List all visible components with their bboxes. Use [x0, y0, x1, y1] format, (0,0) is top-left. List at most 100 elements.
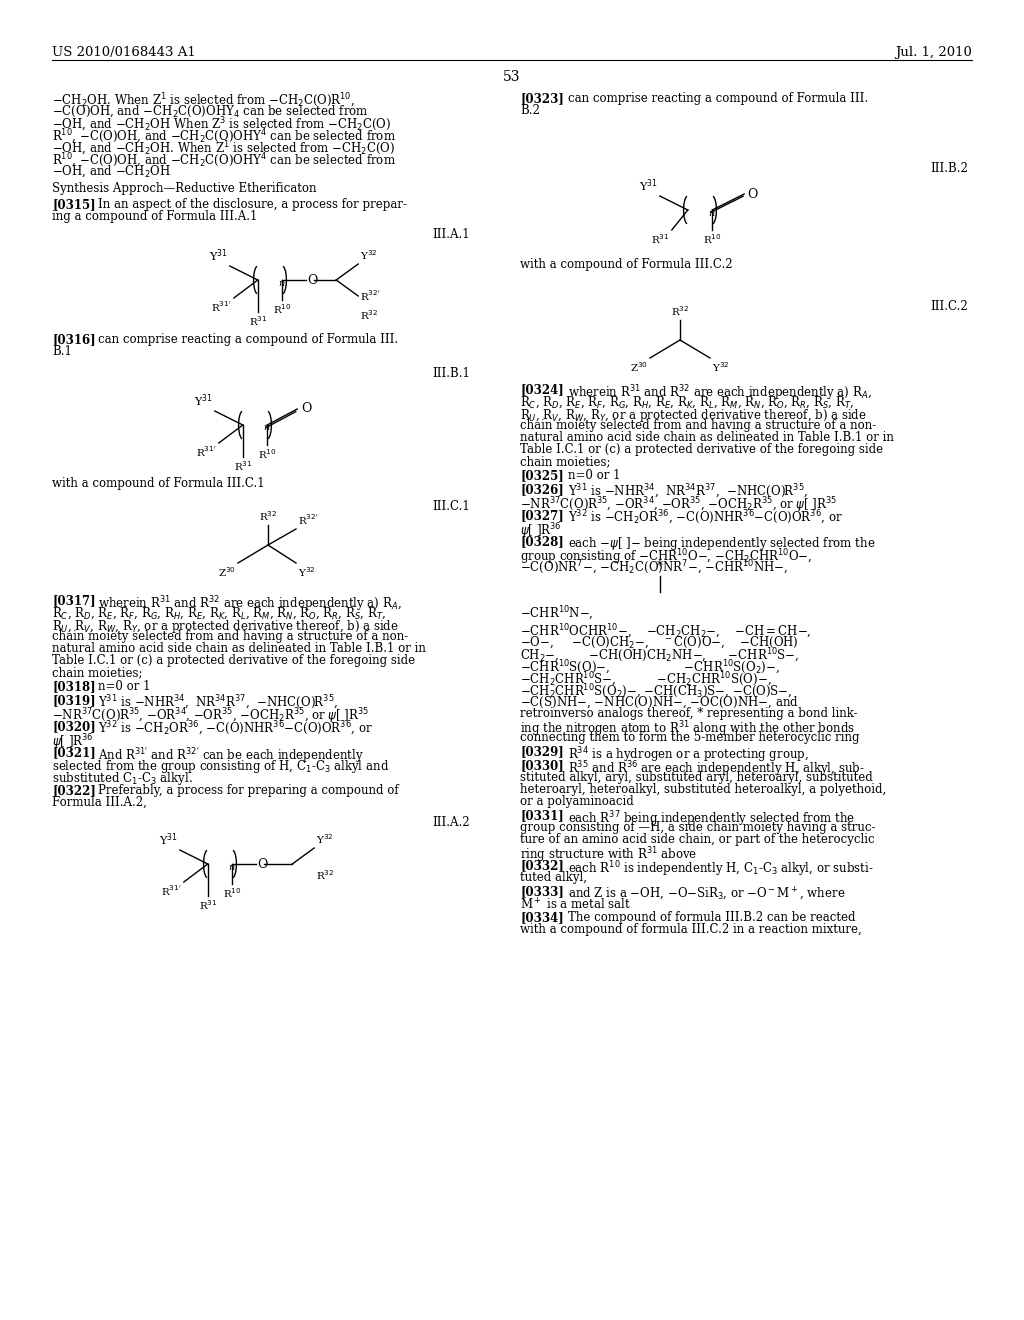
- Text: Y$^{31}$: Y$^{31}$: [639, 177, 657, 194]
- Text: Y$^{31}$: Y$^{31}$: [194, 392, 213, 409]
- Text: Preferably, a process for preparing a compound of: Preferably, a process for preparing a co…: [98, 784, 398, 797]
- Text: R$^{10}$, $-$C(O)OH, and $-$CH$_2$C(O)OHY$^4$ can be selected from: R$^{10}$, $-$C(O)OH, and $-$CH$_2$C(O)OH…: [52, 152, 396, 170]
- Text: R$^{10}$: R$^{10}$: [258, 447, 276, 461]
- Text: R$_U$, R$_V$, R$_W$, R$_Y$, or a protected derivative thereof, b) a side: R$_U$, R$_V$, R$_W$, R$_Y$, or a protect…: [52, 618, 398, 635]
- Text: Y$^{32}$ is $-$CH$_2$OR$^{36}$, $-$C(O)NHR$^{36}$$-$C(O)OR$^{36}$, or: Y$^{32}$ is $-$CH$_2$OR$^{36}$, $-$C(O)N…: [98, 719, 373, 738]
- Text: each R$^{10}$ is independently H, C$_1$-C$_3$ alkyl, or substi-: each R$^{10}$ is independently H, C$_1$-…: [568, 859, 873, 879]
- Text: $-$CHR$^{10}$N$-$,: $-$CHR$^{10}$N$-$,: [520, 605, 594, 623]
- Text: [0334]: [0334]: [520, 911, 564, 924]
- Text: stituted alkyl, aryl, substituted aryl, heteroaryl, substituted: stituted alkyl, aryl, substituted aryl, …: [520, 771, 872, 784]
- Text: Y$^{32}$ is $-$CH$_2$OR$^{36}$, $-$C(O)NHR$^{36}$$-$C(O)OR$^{36}$, or: Y$^{32}$ is $-$CH$_2$OR$^{36}$, $-$C(O)N…: [568, 510, 843, 527]
- Text: $-$C(O)NR$^7$$-$, $-$CH$_2$C(O)NR$^7$$-$, $-$CHR$^{10}$NH$-$,: $-$C(O)NR$^7$$-$, $-$CH$_2$C(O)NR$^7$$-$…: [520, 558, 788, 577]
- Text: [0327]: [0327]: [520, 510, 564, 521]
- Text: R$^{31'}$: R$^{31'}$: [211, 300, 231, 314]
- Text: R$^{34}$ is a hydrogen or a protecting group,: R$^{34}$ is a hydrogen or a protecting g…: [568, 744, 809, 764]
- Text: Table I.C.1 or (c) a protected derivative of the foregoing side: Table I.C.1 or (c) a protected derivativ…: [520, 444, 883, 455]
- Text: III.B.1: III.B.1: [432, 367, 470, 380]
- Text: R$_U$, R$_V$, R$_W$, R$_Y$, or a protected derivative thereof, b) a side: R$_U$, R$_V$, R$_W$, R$_Y$, or a protect…: [520, 407, 866, 424]
- Text: chain moieties;: chain moieties;: [520, 455, 610, 469]
- Text: R$^{10}$, $-$C(O)OH, and $-$CH$_2$C(O)OHY$^4$ can be selected from: R$^{10}$, $-$C(O)OH, and $-$CH$_2$C(O)OH…: [52, 128, 396, 147]
- Text: wherein R$^{31}$ and R$^{32}$ are each independently a) R$_A$,: wherein R$^{31}$ and R$^{32}$ are each i…: [98, 594, 401, 614]
- Text: with a compound of Formula III.C.2: with a compound of Formula III.C.2: [520, 257, 732, 271]
- Text: with a compound of Formula III.C.1: with a compound of Formula III.C.1: [52, 477, 264, 490]
- Text: n: n: [263, 424, 269, 433]
- Text: ing a compound of Formula III.A.1: ing a compound of Formula III.A.1: [52, 210, 257, 223]
- Text: group consisting of $-$CHR$^{10}$O$-$, $-$CH$_2$CHR$^{10}$O$-$,: group consisting of $-$CHR$^{10}$O$-$, $…: [520, 546, 812, 566]
- Text: And R$^{31'}$ and R$^{32'}$ can be each independently: And R$^{31'}$ and R$^{32'}$ can be each …: [98, 746, 364, 766]
- Text: can comprise reacting a compound of Formula III.: can comprise reacting a compound of Form…: [98, 333, 398, 346]
- Text: O: O: [748, 187, 758, 201]
- Text: chain moiety selected from and having a structure of a non-: chain moiety selected from and having a …: [52, 630, 409, 643]
- Text: substituted C$_1$-C$_3$ alkyl.: substituted C$_1$-C$_3$ alkyl.: [52, 770, 193, 787]
- Text: Y$^{31}$ is $-$NHR$^{34}$,  NR$^{34}$R$^{37}$,  $-$NHC(O)R$^{35}$,: Y$^{31}$ is $-$NHR$^{34}$, NR$^{34}$R$^{…: [568, 483, 808, 502]
- Text: Y$^{31}$: Y$^{31}$: [159, 832, 178, 847]
- Text: $\psi$[ ]R$^{36}$: $\psi$[ ]R$^{36}$: [52, 733, 93, 751]
- Text: O: O: [301, 403, 311, 416]
- Text: heteroaryl, heteroalkyl, substituted heteroalkyl, a polyethoid,: heteroaryl, heteroalkyl, substituted het…: [520, 783, 886, 796]
- Text: [0319]: [0319]: [52, 694, 95, 708]
- Text: $-$C(O)OH, and $-$CH$_2$C(O)OHY$_4$ can be selected from: $-$C(O)OH, and $-$CH$_2$C(O)OHY$_4$ can …: [52, 104, 369, 120]
- Text: R$^{32}$: R$^{32}$: [671, 304, 689, 318]
- Text: [0323]: [0323]: [520, 92, 564, 106]
- Text: n=0 or 1: n=0 or 1: [568, 469, 621, 482]
- Text: R$^{31}$: R$^{31}$: [233, 459, 252, 473]
- Text: R$^{35}$ and R$^{36}$ are each independently H, alkyl, sub-: R$^{35}$ and R$^{36}$ are each independe…: [568, 759, 865, 779]
- Text: Y$^{32}$: Y$^{32}$: [316, 832, 334, 846]
- Text: [0333]: [0333]: [520, 884, 564, 898]
- Text: Y$^{32}$: Y$^{32}$: [298, 565, 315, 578]
- Text: [0331]: [0331]: [520, 809, 564, 822]
- Text: [0318]: [0318]: [52, 680, 95, 693]
- Text: [0324]: [0324]: [520, 383, 564, 396]
- Text: *: *: [657, 560, 663, 573]
- Text: chain moiety selected from and having a structure of a non-: chain moiety selected from and having a …: [520, 418, 877, 432]
- Text: $-$CH$_2$CHR$^{10}$S(O$_2$)$-$, $-$CH(CH$_3$)S$-$, $-$C(O)S$-$,: $-$CH$_2$CHR$^{10}$S(O$_2$)$-$, $-$CH(CH…: [520, 682, 793, 701]
- Text: can comprise reacting a compound of Formula III.: can comprise reacting a compound of Form…: [568, 92, 868, 106]
- Text: ing the nitrogen atom to R$^{31}$ along with the other bonds: ing the nitrogen atom to R$^{31}$ along …: [520, 719, 855, 739]
- Text: R$^{31}$: R$^{31}$: [651, 232, 670, 246]
- Text: III.B.2: III.B.2: [930, 162, 968, 176]
- Text: [0329]: [0329]: [520, 744, 564, 758]
- Text: n=0 or 1: n=0 or 1: [98, 680, 151, 693]
- Text: $-$OH, and $-$CH$_2$OH When Z$^3$ is selected from $-$CH$_2$C(O): $-$OH, and $-$CH$_2$OH When Z$^3$ is sel…: [52, 116, 391, 135]
- Text: R$^{31}$: R$^{31}$: [199, 898, 217, 912]
- Text: O: O: [307, 273, 317, 286]
- Text: Y$^{31}$ is $-$NHR$^{34}$,  NR$^{34}$R$^{37}$,  $-$NHC(O)R$^{35}$,: Y$^{31}$ is $-$NHR$^{34}$, NR$^{34}$R$^{…: [98, 694, 338, 711]
- Text: 53: 53: [503, 70, 521, 84]
- Text: or a polyaminoacid: or a polyaminoacid: [520, 795, 634, 808]
- Text: R$^{32'}$: R$^{32'}$: [298, 512, 318, 527]
- Text: $-$CH$_2$CHR$^{10}$S$-$,           $-$CH$_2$CHR$^{10}$S(O)$-$,: $-$CH$_2$CHR$^{10}$S$-$, $-$CH$_2$CHR$^{…: [520, 671, 772, 689]
- Text: Y$^{32}$: Y$^{32}$: [712, 360, 729, 374]
- Text: O: O: [257, 858, 267, 870]
- Text: each R$^{37}$ being independently selected from the: each R$^{37}$ being independently select…: [568, 809, 855, 829]
- Text: Formula III.A.2,: Formula III.A.2,: [52, 796, 146, 809]
- Text: [0325]: [0325]: [520, 469, 564, 482]
- Text: R$_C$, R$_D$, R$_E$, R$_F$, R$_G$, R$_H$, R$_E$, R$_K$, R$_L$, R$_M$, R$_N$, R$_: R$_C$, R$_D$, R$_E$, R$_F$, R$_G$, R$_H$…: [52, 606, 386, 622]
- Text: selected from the group consisting of H, C$_1$-C$_3$ alkyl and: selected from the group consisting of H,…: [52, 758, 389, 775]
- Text: [0315]: [0315]: [52, 198, 95, 211]
- Text: $-$NR$^{37}$C(O)R$^{35}$, $-$OR$^{34}$, $-$OR$^{35}$, $-$OCH$_2$R$^{35}$, or $\p: $-$NR$^{37}$C(O)R$^{35}$, $-$OR$^{34}$, …: [52, 706, 370, 726]
- Text: III.C.2: III.C.2: [930, 300, 968, 313]
- Text: [0326]: [0326]: [520, 483, 564, 496]
- Text: each $-\psi$[ ]$-$ being independently selected from the: each $-\psi$[ ]$-$ being independently s…: [568, 535, 876, 552]
- Text: and Z is a $-$OH, $-$O$-$SiR$_3$, or $-$O$^-$M$^+$, where: and Z is a $-$OH, $-$O$-$SiR$_3$, or $-$…: [568, 884, 846, 902]
- Text: Z$^{30}$: Z$^{30}$: [218, 565, 236, 578]
- Text: retroinverso analogs thereof, * representing a bond link-: retroinverso analogs thereof, * represen…: [520, 708, 858, 719]
- Text: $-$CH$_2$OH. When Z$^1$ is selected from $-$CH$_2$C(O)R$^{10}$,: $-$CH$_2$OH. When Z$^1$ is selected from…: [52, 92, 354, 110]
- Text: connecting them to form the 5-member heterocyclic ring: connecting them to form the 5-member het…: [520, 731, 859, 744]
- Text: R$^{32}$: R$^{32}$: [360, 308, 379, 322]
- Text: B.2: B.2: [520, 104, 540, 117]
- Text: R$^{32}$: R$^{32}$: [259, 510, 278, 523]
- Text: Jul. 1, 2010: Jul. 1, 2010: [895, 46, 972, 59]
- Text: Table I.C.1 or (c) a protected derivative of the foregoing side: Table I.C.1 or (c) a protected derivativ…: [52, 653, 415, 667]
- Text: [0332]: [0332]: [520, 859, 564, 873]
- Text: $-$NR$^{37}$C(O)R$^{35}$, $-$OR$^{34}$, $-$OR$^{35}$, $-$OCH$_2$R$^{35}$, or $\p: $-$NR$^{37}$C(O)R$^{35}$, $-$OR$^{34}$, …: [520, 495, 838, 515]
- Text: R$^{10}$: R$^{10}$: [702, 232, 722, 246]
- Text: n: n: [228, 862, 234, 871]
- Text: with a compound of formula III.C.2 in a reaction mixture,: with a compound of formula III.C.2 in a …: [520, 923, 862, 936]
- Text: $-$O$-$,     $-$C(O)CH$_2$$-$,    $^-$C(O)O$-$,    $-$CH(OH): $-$O$-$, $-$C(O)CH$_2$$-$, $^-$C(O)O$-$,…: [520, 635, 799, 651]
- Text: $-$OH, and $-$CH$_2$OH: $-$OH, and $-$CH$_2$OH: [52, 164, 171, 180]
- Text: tuted alkyl,: tuted alkyl,: [520, 871, 587, 884]
- Text: $\psi$[ ]R$^{36}$: $\psi$[ ]R$^{36}$: [520, 521, 561, 541]
- Text: [0321]: [0321]: [52, 746, 96, 759]
- Text: chain moieties;: chain moieties;: [52, 667, 142, 678]
